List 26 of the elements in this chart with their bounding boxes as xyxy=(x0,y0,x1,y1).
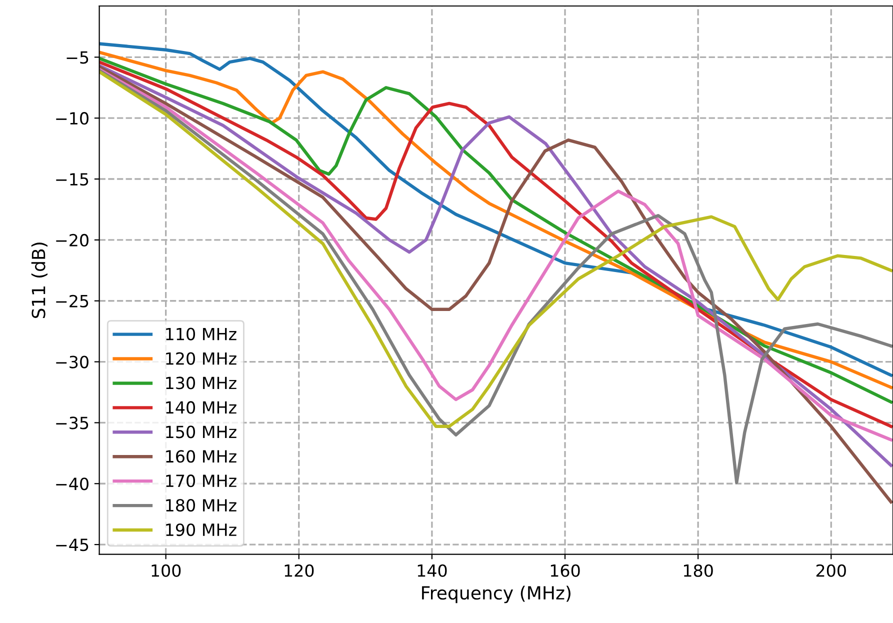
legend-label: 140 MHz xyxy=(166,401,236,414)
y-tick-label: −5 xyxy=(66,51,88,64)
x-tick-label: 160 xyxy=(550,564,580,577)
legend-label: 180 MHz xyxy=(166,499,236,512)
legend-label: 190 MHz xyxy=(166,523,236,536)
x-tick-label: 180 xyxy=(684,564,713,577)
y-axis-title: S11 (dB) xyxy=(31,242,48,318)
x-tick-label: 200 xyxy=(816,564,846,577)
y-tick-label: −25 xyxy=(56,294,88,308)
y-tick-label: −20 xyxy=(56,234,88,247)
y-tick-label: −30 xyxy=(56,356,88,368)
legend-label: 120 MHz xyxy=(166,352,236,365)
x-axis-title: Frequency (MHz) xyxy=(422,586,570,604)
x-tick-label: 120 xyxy=(284,564,314,577)
x-tick-label: 100 xyxy=(152,564,181,577)
y-tick-label: −40 xyxy=(56,478,88,490)
y-tick-label: −35 xyxy=(56,416,88,430)
legend-label: 130 MHz xyxy=(166,376,236,390)
legend-label: 150 MHz xyxy=(166,426,236,438)
legend-label: 160 MHz xyxy=(166,450,236,463)
legend-label: 170 MHz xyxy=(166,474,236,488)
y-tick-label: −10 xyxy=(56,112,88,125)
x-tick-label: 140 xyxy=(418,564,447,577)
y-tick-label: −15 xyxy=(56,173,88,186)
y-tick-label: −45 xyxy=(56,538,88,552)
legend-label: 110 MHz xyxy=(166,328,236,340)
